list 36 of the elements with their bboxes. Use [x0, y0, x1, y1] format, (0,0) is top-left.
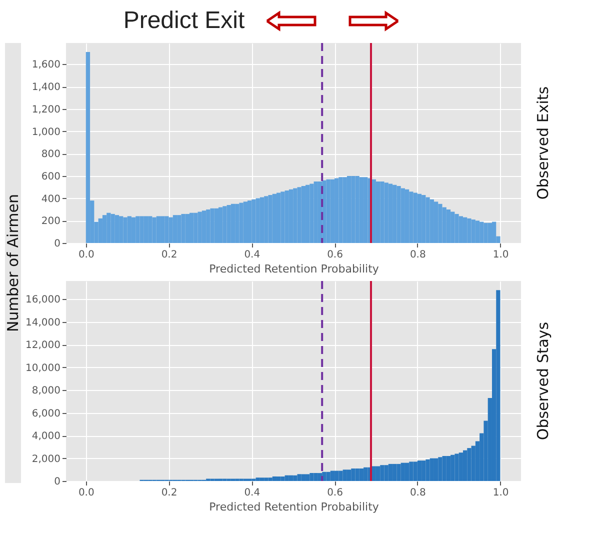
- x-tick-label: 0.0: [78, 488, 94, 498]
- x-tick-label: 0.4: [244, 250, 260, 260]
- y-tick-label: 1,000: [32, 126, 60, 138]
- x-tick-label: 0.6: [327, 488, 343, 498]
- y-tick-label: 14,000: [26, 317, 60, 328]
- y-tick-label: 4,000: [32, 431, 60, 442]
- y-tick-label: 1,400: [32, 82, 60, 94]
- y-tick-label: 6,000: [32, 408, 60, 420]
- text: Observed Exits: [534, 86, 552, 200]
- x-tick-label: 0.2: [161, 250, 178, 260]
- x-tick-label: 0.0: [78, 250, 94, 260]
- x-axis-title: Predicted Retention Probability: [209, 500, 380, 514]
- text: Predict Exit: [123, 7, 246, 34]
- y-tick-label: 12,000: [26, 340, 60, 352]
- y-tick-label: 1,200: [32, 104, 60, 116]
- x-tick-label: 0.4: [244, 488, 260, 498]
- x-axis-title: Predicted Retention Probability: [209, 262, 380, 276]
- text: Observed Stays: [534, 322, 552, 440]
- x-tick-label: 1.0: [492, 250, 509, 260]
- x-tick-label: 0.8: [410, 488, 426, 498]
- y-tick-label: 2,000: [32, 454, 60, 465]
- x-tick-label: 1.0: [492, 488, 509, 498]
- x-tick-label: 0.2: [161, 488, 178, 498]
- y-tick-label: 200: [41, 216, 60, 228]
- y-tick-label: 400: [41, 194, 60, 205]
- x-tick-label: 0.8: [410, 250, 426, 260]
- x-tick-label: 0.6: [327, 250, 343, 260]
- y-tick-label: 800: [41, 149, 60, 160]
- y-tick-label: 0: [54, 476, 60, 488]
- y-tick-label: 8,000: [32, 386, 60, 397]
- y-tick-label: 600: [41, 171, 60, 182]
- y-tick-label: 10,000: [26, 362, 60, 374]
- y-axis-title: Number of Airmen: [4, 194, 22, 332]
- y-tick-label: 0: [54, 238, 60, 250]
- y-tick-label: 16,000: [26, 294, 60, 306]
- y-tick-label: 1,600: [32, 60, 60, 71]
